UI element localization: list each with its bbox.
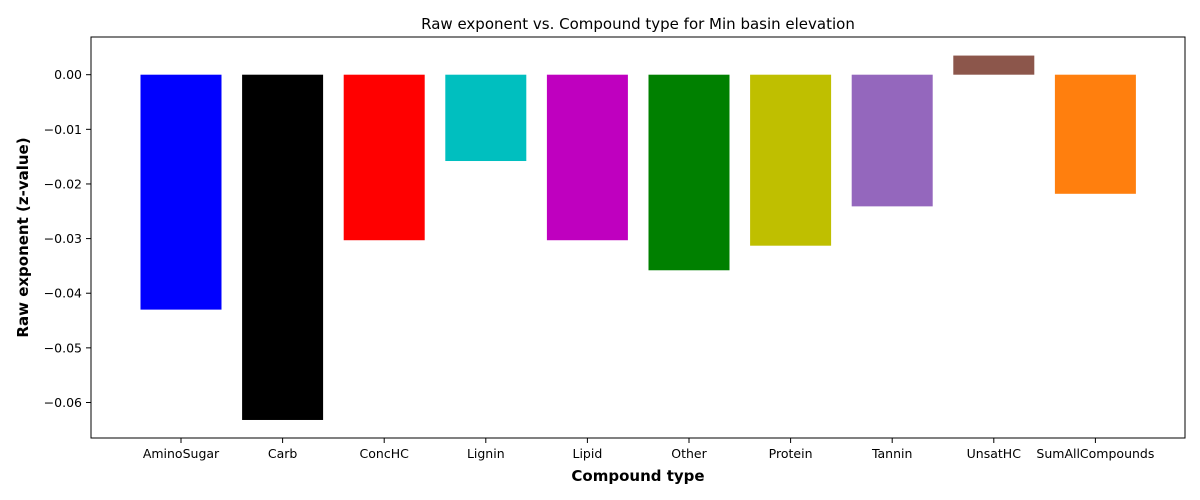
x-tick-label: Lignin (467, 446, 505, 461)
x-tick-label: Other (671, 446, 707, 461)
plot-area-frame (90, 36, 1186, 439)
y-tick-label: −0.06 (44, 395, 82, 410)
bars-group (140, 55, 1136, 420)
x-tick-label: AminoSugar (143, 446, 220, 461)
bar-carb (242, 74, 324, 420)
y-axis-label: Raw exponent (z-value) (14, 137, 32, 337)
bar-sumallcompounds (1054, 74, 1136, 194)
bar-unsathc (953, 55, 1035, 75)
x-axis-label: Compound type (571, 467, 704, 485)
chart-title: Raw exponent vs. Compound type for Min b… (421, 15, 855, 33)
y-tick-label: −0.04 (44, 286, 82, 301)
x-tick-label: ConcHC (360, 446, 410, 461)
x-tick-label: UnsatHC (967, 446, 1022, 461)
x-tick-label: Lipid (573, 446, 603, 461)
bar-lignin (445, 74, 527, 162)
bar-conchc (343, 74, 425, 241)
bar-other (648, 74, 730, 271)
x-tick-label: Tannin (871, 446, 912, 461)
y-tick-label: −0.05 (44, 340, 82, 355)
y-tick-label: 0.00 (54, 67, 82, 82)
y-tick-label: −0.01 (44, 122, 82, 137)
bar-lipid (546, 74, 628, 241)
y-axis: 0.00 −0.01 −0.02 −0.03 −0.04 −0.05 −0.06 (44, 67, 91, 410)
bar-aminosugar (140, 74, 222, 310)
bar-tannin (851, 74, 933, 207)
x-tick-label: Carb (268, 446, 298, 461)
x-axis: AminoSugar Carb ConcHC Lignin Lipid Other Prot… (143, 438, 1154, 461)
x-tick-label: Protein (769, 446, 813, 461)
y-tick-label: −0.02 (44, 176, 82, 191)
bar-protein (750, 74, 832, 246)
x-tick-label: SumAllCompounds (1036, 446, 1154, 461)
y-tick-label: −0.03 (44, 231, 82, 246)
